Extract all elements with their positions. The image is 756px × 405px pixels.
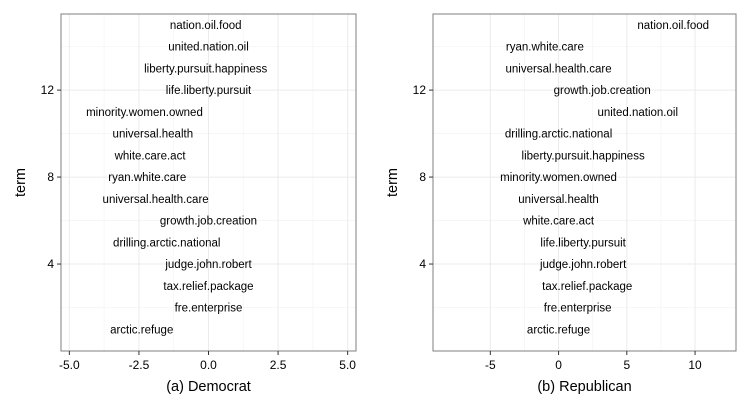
y-axis-title: term (385, 168, 401, 197)
data-point-label: liberty.pursuit.happiness (522, 150, 645, 162)
y-tick-label: 12 (413, 83, 427, 97)
data-point-label: fre.enterprise (544, 303, 612, 315)
data-point-label: drilling.arctic.national (505, 129, 612, 141)
data-point-label: minority.women.owned (500, 172, 617, 184)
data-point-label: united.nation.oil (597, 107, 678, 119)
x-tick-label: 2.5 (270, 358, 287, 372)
data-point-label: judge.john.robert (164, 259, 252, 271)
x-tick-label: -5 (485, 358, 496, 372)
y-axis-title: term (13, 168, 29, 197)
data-point-label: liberty.pursuit.happiness (144, 63, 267, 75)
data-point-label: white.care.act (114, 150, 187, 162)
data-point-label: ryan.white.care (506, 42, 584, 54)
data-point-label: white.care.act (522, 216, 595, 228)
data-point-label: universal.health (518, 194, 599, 206)
data-point-label: arctic.refuge (527, 324, 590, 336)
x-tick-label: 10 (688, 358, 702, 372)
data-point-label: tax.relief.package (163, 281, 253, 293)
data-point-label: universal.health.care (506, 63, 612, 75)
data-point-label: tax.relief.package (542, 281, 632, 293)
x-axis-title: (b) Republican (537, 379, 631, 395)
data-point-label: universal.health.care (103, 194, 209, 206)
x-tick-label: 5 (623, 358, 630, 372)
data-point-label: drilling.arctic.national (113, 237, 220, 249)
data-point-label: judge.john.robert (539, 259, 627, 271)
x-axis-title: (a) Democrat (166, 379, 251, 395)
y-tick-label: 4 (419, 257, 426, 271)
data-point-label: minority.women.owned (86, 107, 203, 119)
data-point-label: ryan.white.care (108, 172, 186, 184)
x-tick-label: 0 (555, 358, 562, 372)
chart-panel-1: -5.0 -2.5 0.0 2.5 5.0 4 8 12 nation.oil.food unit… (13, 13, 357, 395)
data-point-label: united.nation.oil (168, 42, 249, 54)
data-point-label: growth.job.creation (554, 85, 651, 97)
plot-background (433, 14, 736, 351)
x-tick-label: -5.0 (59, 358, 80, 372)
y-tick-label: 8 (419, 170, 426, 184)
x-tick-label: -2.5 (129, 358, 150, 372)
data-point-label: nation.oil.food (170, 20, 242, 32)
chart-panel-2: -5 0 5 10 4 8 12 nation.oil.food ryan.white.care… (385, 13, 737, 395)
y-tick-label: 4 (47, 257, 54, 271)
data-point-label: fre.enterprise (175, 303, 243, 315)
x-tick-label: 0.0 (200, 358, 217, 372)
y-tick-label: 12 (41, 83, 55, 97)
data-point-label: nation.oil.food (637, 20, 709, 32)
data-point-label: universal.health (113, 129, 194, 141)
data-point-label: growth.job.creation (160, 216, 257, 228)
data-point-label: arctic.refuge (110, 324, 173, 336)
plot-frame (432, 13, 737, 352)
y-tick-label: 8 (47, 170, 54, 184)
x-tick-label: 5.0 (339, 358, 356, 372)
data-point-label: life.liberty.pursuit (540, 237, 626, 249)
data-point-label: life.liberty.pursuit (166, 85, 252, 97)
